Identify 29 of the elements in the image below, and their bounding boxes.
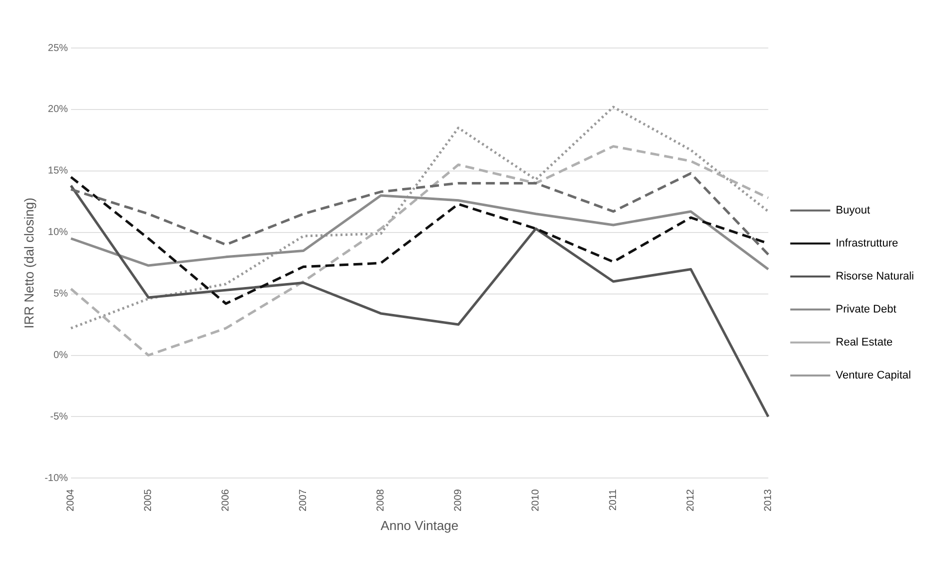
x-tick-label: 2006: [220, 488, 232, 512]
y-tick-label: 5%: [53, 288, 68, 300]
legend-label: Private Debt: [836, 304, 896, 316]
legend-label: Venture Capital: [836, 370, 911, 382]
y-axis-title: IRR Netto (dal closing): [21, 198, 36, 328]
line-series: [70, 145, 770, 357]
y-tick-label: 15%: [48, 166, 68, 177]
x-tick-label: 2004: [66, 488, 77, 512]
y-tick-label: 0%: [53, 350, 68, 362]
x-tick-label: 2009: [453, 488, 464, 512]
x-tick-label: 2008: [376, 488, 387, 512]
x-tick-label: 2007: [298, 488, 310, 512]
line-series: [70, 172, 770, 256]
y-tick-label: 10%: [48, 227, 68, 238]
line-series: [70, 106, 770, 330]
x-tick-label: 2013: [763, 488, 774, 512]
x-tick-label: 2010: [530, 488, 542, 512]
legend-label: Infrastrutture: [836, 238, 898, 250]
legend-label: Risorse Naturali: [836, 270, 914, 283]
y-tick-label: 25%: [48, 42, 68, 54]
x-tick-label: 2012: [686, 488, 697, 512]
legend-label: Real Estate: [836, 336, 893, 349]
y-tick-label: 20%: [48, 104, 68, 116]
legend-label: Buyout: [836, 204, 870, 217]
y-tick-label: -10%: [44, 472, 68, 484]
x-tick-label: 2005: [143, 488, 154, 512]
y-tick-label: -5%: [50, 411, 68, 422]
x-axis-title: Anno Vintage: [380, 518, 459, 533]
x-tick-label: 2011: [608, 488, 620, 511]
